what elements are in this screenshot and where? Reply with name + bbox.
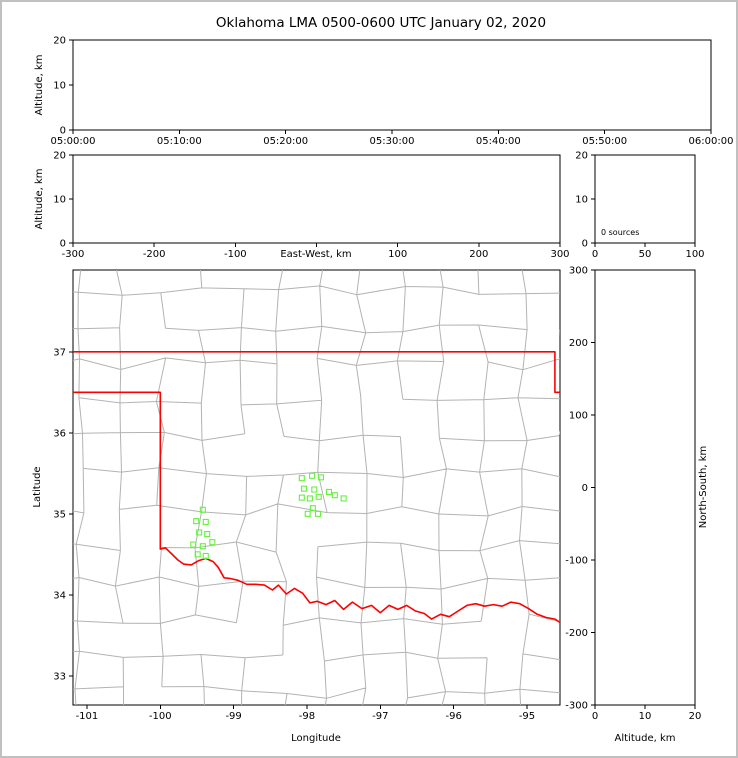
ns-panel-frame	[594, 269, 696, 706]
oklahoma-state-border	[73, 391, 560, 624]
time-tick-label: 05:40:00	[476, 136, 521, 147]
tick-label: 20	[53, 36, 66, 47]
map-xlabel: Longitude	[291, 733, 341, 744]
time-tick-label: 06:00:00	[689, 136, 734, 147]
time-tick-label: 05:20:00	[263, 136, 308, 147]
ew-panel-frame	[72, 154, 561, 244]
time-panel-frame	[72, 39, 712, 131]
lightning-source-marker	[340, 495, 347, 502]
latitude-tick-label: 36	[53, 428, 66, 439]
lightning-source-marker	[309, 505, 316, 512]
ew-panel-ylabel: Altitude, km	[34, 169, 45, 230]
longitude-tick-label: -97	[372, 711, 388, 722]
lightning-source-marker	[204, 531, 211, 538]
ns-panel-xlabel: Altitude, km	[615, 733, 676, 744]
longitude-tick-label: -99	[225, 711, 241, 722]
lightning-source-marker	[199, 543, 206, 550]
tick-label: 10	[53, 81, 66, 92]
lightning-source-marker	[300, 485, 308, 492]
tick-label: 20	[53, 151, 66, 162]
map-content	[73, 270, 560, 705]
lightning-source-marker	[304, 510, 311, 517]
map-ylabel: Latitude	[32, 466, 43, 507]
tick-label: -300	[565, 701, 588, 712]
lightning-source-marker	[311, 486, 318, 493]
latitude-tick-label: 33	[53, 671, 66, 682]
ew-panel-xlabel: East-West, km	[280, 249, 351, 260]
lightning-source-marker	[315, 493, 322, 500]
longitude-tick-label: -101	[76, 711, 99, 722]
tick-label: 20	[575, 151, 588, 162]
tick-label: 300	[550, 249, 569, 260]
time-panel-ylabel: Altitude, km	[34, 55, 45, 116]
lightning-source-marker	[193, 518, 200, 525]
time-tick-label: 05:00:00	[51, 136, 96, 147]
map-panel-frame	[72, 269, 561, 706]
longitude-tick-label: -98	[299, 711, 315, 722]
source-count-annotation: 0 sources	[601, 228, 639, 237]
tick-label: 0	[582, 483, 588, 494]
time-tick-label: 05:50:00	[582, 136, 627, 147]
tick-label: -100	[565, 556, 588, 567]
lightning-source-marker	[196, 529, 203, 536]
lightning-source-marker	[202, 552, 209, 559]
tick-label: 10	[639, 711, 652, 722]
latitude-tick-label: 35	[53, 509, 66, 520]
lightning-source-marker	[199, 506, 206, 513]
tick-label: 0	[592, 711, 598, 722]
lightning-source-marker	[202, 518, 209, 525]
tick-label: -100	[224, 249, 247, 260]
tick-label: 200	[569, 338, 588, 349]
tick-label: -300	[62, 249, 85, 260]
lightning-source-marker	[325, 488, 333, 496]
time-tick-label: 05:10:00	[157, 136, 202, 147]
tick-label: 0	[592, 249, 598, 260]
latitude-tick-label: 37	[53, 347, 66, 358]
tick-label: -200	[143, 249, 166, 260]
lightning-source-marker	[209, 539, 216, 546]
tick-label: 50	[639, 249, 652, 260]
ns-panel-ylabel: North-South, km	[698, 446, 709, 529]
longitude-tick-label: -96	[445, 711, 461, 722]
county-boundaries	[73, 270, 560, 705]
tick-label: 10	[53, 195, 66, 206]
time-tick-label: 05:30:00	[370, 136, 415, 147]
tick-label: 10	[575, 195, 588, 206]
tick-label: -200	[565, 628, 588, 639]
lightning-source-marker	[190, 541, 197, 548]
lightning-source-marker	[317, 474, 324, 481]
latitude-tick-label: 34	[53, 590, 66, 601]
lightning-source-marker	[331, 492, 338, 499]
tick-label: 0	[60, 126, 66, 137]
tick-label: 100	[685, 249, 704, 260]
lightning-source-marker	[298, 475, 305, 482]
tick-label: 300	[569, 266, 588, 277]
longitude-tick-label: -100	[149, 711, 172, 722]
tick-label: 0	[60, 239, 66, 250]
tick-label: 20	[689, 711, 702, 722]
oklahoma-state-border	[73, 350, 560, 394]
tick-label: 0	[582, 239, 588, 250]
tick-label: 200	[469, 249, 488, 260]
lightning-source-marker	[306, 495, 313, 502]
longitude-tick-label: -95	[519, 711, 535, 722]
lightning-source-marker	[309, 472, 316, 479]
tick-label: 100	[569, 411, 588, 422]
figure-title: Oklahoma LMA 0500-0600 UTC January 02, 2…	[216, 15, 546, 31]
lightning-source-marker	[298, 494, 305, 501]
lightning-source-marker	[314, 510, 322, 517]
lightning-source-marker	[194, 551, 201, 558]
tick-label: 100	[388, 249, 407, 260]
